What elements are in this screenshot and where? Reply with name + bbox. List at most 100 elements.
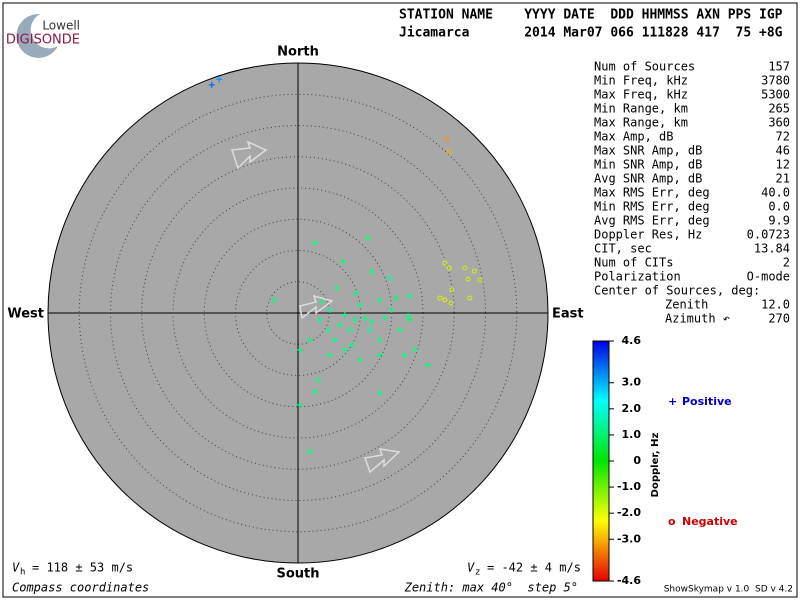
source-negative — [446, 265, 452, 271]
colorbar-label: Doppler, Hz — [650, 433, 661, 498]
legend-marker: o — [668, 515, 676, 528]
stat-value: 72 — [776, 130, 790, 144]
vh-symbol: V — [12, 561, 20, 575]
stat-label: Min RMS Err, deg — [594, 200, 710, 214]
source-positive — [366, 326, 373, 333]
source-positive — [351, 316, 358, 323]
source-positive — [306, 448, 313, 455]
source-positive — [348, 341, 355, 348]
source-positive — [341, 346, 348, 353]
stat-label: Polarization — [594, 270, 681, 284]
source-positive — [411, 346, 418, 353]
source-negative — [442, 297, 448, 303]
logo-swoosh — [16, 13, 58, 58]
stat-value: 40.0 — [761, 186, 790, 200]
source-positive — [333, 285, 340, 291]
source-positive — [331, 336, 338, 343]
colorbar-tick-label: 3.0 — [622, 376, 642, 389]
compass-west: West — [7, 307, 44, 322]
source-positive — [381, 315, 388, 321]
direction-arrow — [230, 140, 268, 170]
source-positive — [388, 306, 395, 313]
stat-value: 0.0723 — [747, 228, 790, 242]
logo-top: Lowell — [42, 19, 80, 33]
source-positive — [368, 318, 375, 325]
source-negative — [471, 268, 477, 274]
stat-value: 270 — [768, 312, 790, 326]
source-negative — [437, 295, 443, 301]
compass-south: South — [276, 567, 319, 582]
source-positive — [326, 306, 333, 313]
stat-value: 360 — [768, 116, 790, 130]
source-positive — [208, 81, 215, 88]
stat-label: Avg SNR Amp, dB — [594, 172, 702, 186]
colorbar-tick-label: -1.0 — [617, 480, 641, 493]
source-positive — [216, 76, 223, 83]
direction-arrow — [363, 448, 401, 474]
stat-label: Doppler Res, Hz — [594, 228, 702, 242]
stat-value: 157 — [768, 60, 790, 74]
colorbar-tick-label: 4.6 — [622, 334, 642, 347]
source-positive — [316, 316, 323, 323]
header-line: STATION NAME YYYY DATE DDD HHMMSS AXN PP… — [399, 8, 783, 23]
source-negative — [442, 260, 448, 266]
source-positive — [386, 275, 393, 281]
source-positive — [315, 376, 321, 383]
source-negative — [446, 149, 452, 155]
header-line: Jicamarca 2014 Mar07 066 111828 417 75 +… — [399, 26, 783, 41]
colorbar-tick-label: 0 — [633, 454, 641, 467]
stat-value: 12.0 — [761, 298, 790, 312]
vh-subscript: h — [20, 568, 25, 578]
source-positive — [311, 240, 318, 246]
source-positive — [406, 316, 413, 323]
source-positive — [406, 293, 413, 300]
source-positive — [325, 326, 331, 333]
stat-label: Min Freq, kHz — [594, 74, 688, 88]
source-positive — [401, 351, 408, 358]
source-positive — [296, 401, 303, 408]
source-positive — [318, 298, 325, 305]
stat-value: 9.9 — [768, 214, 790, 228]
source-positive — [356, 301, 363, 308]
vz-text: = -42 ± 4 m/s — [487, 561, 581, 575]
stat-value: 265 — [768, 102, 790, 116]
source-negative — [477, 277, 483, 283]
colorbar-tick-label: -3.0 — [617, 532, 641, 545]
stat-value: 3780 — [761, 74, 790, 88]
source-positive — [353, 290, 360, 296]
source-positive — [356, 356, 363, 363]
logo-bottom: DIGISONDE — [6, 33, 80, 48]
source-positive — [326, 351, 333, 358]
source-positive — [340, 258, 346, 265]
stat-value: O-mode — [747, 270, 790, 284]
vh-text: = 118 ± 53 m/s — [32, 561, 133, 575]
stat-value: 12 — [776, 158, 790, 172]
stat-label: Max SNR Amp, dB — [594, 144, 702, 158]
stat-value: 0.0 — [768, 200, 790, 214]
source-negative — [462, 265, 468, 271]
stat-label: Max Amp, dB — [594, 130, 673, 144]
stat-label: Min Range, km — [594, 102, 688, 116]
coords-note: Compass coordinates — [12, 581, 149, 595]
source-positive — [296, 346, 303, 353]
compass-east: East — [552, 307, 584, 322]
stat-label: Num of Sources — [594, 60, 695, 74]
stat-label: Max Freq, kHz — [594, 88, 688, 102]
source-positive — [346, 326, 353, 333]
source-positive — [393, 295, 400, 301]
source-positive — [365, 235, 371, 241]
stat-label: CIT, sec — [594, 242, 652, 256]
stat-value: 21 — [776, 172, 790, 186]
source-positive — [361, 315, 368, 321]
stat-value: 46 — [776, 144, 790, 158]
vz-subscript: z — [475, 568, 480, 578]
legend-marker: + — [668, 395, 677, 408]
stats-heading: Center of Sources, deg: — [594, 284, 760, 298]
source-negative — [444, 136, 450, 142]
source-positive — [376, 336, 383, 343]
source-negative — [449, 287, 455, 293]
colorbar-tick-label: -2.0 — [617, 506, 641, 519]
stat-value: 2 — [783, 256, 790, 270]
stat-label: Max Range, km — [594, 116, 688, 130]
